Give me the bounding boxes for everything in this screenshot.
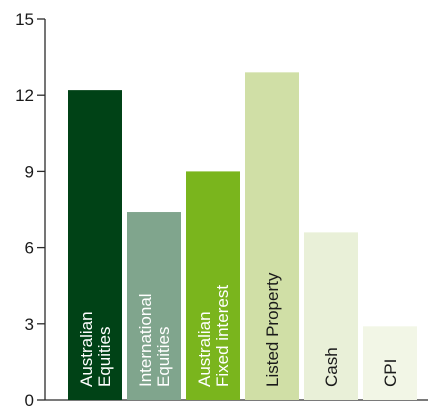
bar-category-label-line: Fixed interest [213,285,232,387]
y-tick-label: 6 [25,239,34,258]
bar-category-label: AustralianFixed interest [195,285,232,387]
bar-category-label-line: Equities [154,327,173,387]
bar-category-label: Listed Property [263,272,282,387]
bar-label-layer: AustralianEquities InternationalEquities A… [77,272,400,387]
bar-layer [68,72,417,401]
bar [245,72,299,400]
bar-category-label-line: Australian [77,311,96,387]
y-tick-label: 0 [25,391,34,408]
bar [127,212,181,400]
bar-category-label: AustralianEquities [77,311,114,387]
bar [363,326,417,400]
bar [304,232,358,400]
bar-category-label-line: Listed Property [263,272,282,387]
bar-category-label-line: Equities [95,327,114,387]
y-tick-label: 3 [25,315,34,334]
y-tick-label: 9 [25,162,34,181]
bar-category-label-line: CPI [381,359,400,387]
bar-category-label-line: Cash [322,347,341,387]
bar [186,171,240,400]
bar-category-label: Cash [322,347,341,387]
bar-category-label: CPI [381,359,400,387]
bar-category-label-line: International [136,293,155,387]
bar-category-label: InternationalEquities [136,293,173,387]
y-tick-label: 12 [15,86,34,105]
bar-category-label-line: Australian [195,311,214,387]
y-tick-label: 15 [15,10,34,29]
bar [68,90,122,401]
